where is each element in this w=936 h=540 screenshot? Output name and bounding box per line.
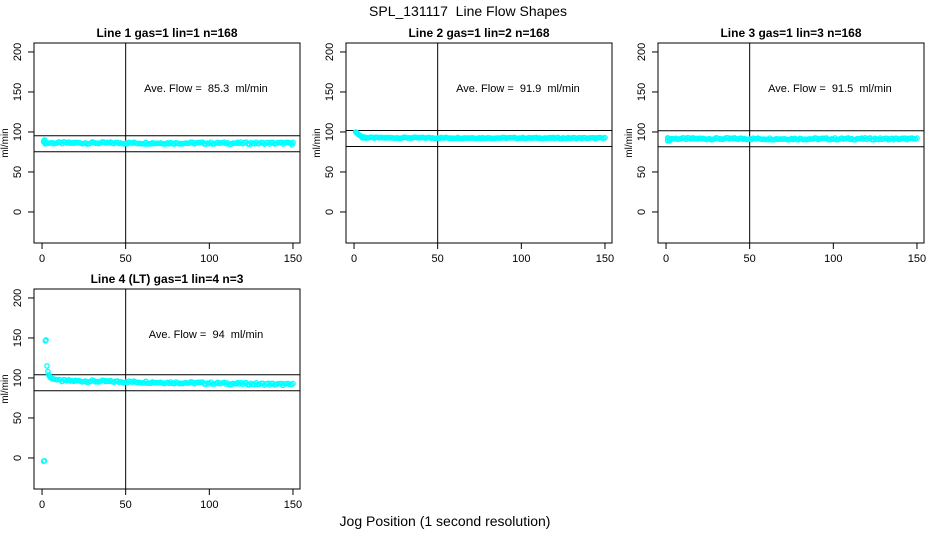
y-tick-label: 150 bbox=[12, 83, 24, 101]
y-tick-label: 150 bbox=[636, 83, 648, 101]
y-tick-label: 150 bbox=[324, 83, 336, 101]
x-tick-label: 150 bbox=[908, 253, 926, 265]
y-axis-label: ml/min bbox=[624, 128, 635, 157]
plot-box bbox=[657, 42, 925, 244]
plot-canvas-line-2: 0 50 100 150 0 50 100 150 200 ml/min Ave. Flow = 9… bbox=[312, 42, 614, 265]
x-tick-label: 0 bbox=[663, 253, 669, 265]
subplot-title: Line 3 gas=1 lin=3 n=168 bbox=[720, 26, 862, 40]
y-tick-label: 150 bbox=[12, 329, 24, 347]
y-tick-label: 0 bbox=[12, 455, 24, 461]
y-tick-label: 50 bbox=[324, 166, 336, 178]
y-tick-label: 50 bbox=[12, 166, 24, 178]
subplot-line-1: Line 1 gas=1 lin=1 n=168 0 50 100 150 0 50 100… bbox=[0, 26, 312, 271]
plot-box bbox=[345, 42, 613, 244]
data-points bbox=[664, 134, 920, 144]
y-tick-label: 200 bbox=[636, 43, 648, 61]
y-tick-label: 200 bbox=[12, 289, 24, 307]
subplot-line-3: Line 3 gas=1 lin=3 n=168 0 50 100 150 0 50 100… bbox=[624, 26, 936, 271]
data-point bbox=[45, 368, 51, 375]
x-tick-label: 0 bbox=[39, 253, 45, 265]
data-points bbox=[352, 129, 608, 142]
plot-canvas-line-1: 0 50 100 150 0 50 100 150 200 ml/min Ave. Flow = 8… bbox=[0, 42, 302, 265]
plot-box bbox=[33, 42, 301, 244]
y-tick-label: 50 bbox=[12, 412, 24, 424]
x-tick-label: 50 bbox=[432, 253, 444, 265]
plot-box bbox=[33, 288, 301, 490]
y-tick-label: 100 bbox=[636, 123, 648, 141]
data-point bbox=[290, 139, 296, 146]
x-tick-label: 100 bbox=[824, 253, 842, 265]
data-point bbox=[41, 457, 48, 464]
figure-title: SPL_131117 Line Flow Shapes bbox=[369, 3, 567, 19]
y-axis-label: ml/min bbox=[0, 374, 11, 403]
x-tick-label: 150 bbox=[596, 253, 614, 265]
y-tick-label: 200 bbox=[324, 43, 336, 61]
data-point bbox=[290, 380, 296, 387]
y-axis-label: ml/min bbox=[312, 128, 323, 157]
y-tick-label: 100 bbox=[12, 123, 24, 141]
subplot-title: Line 1 gas=1 lin=1 n=168 bbox=[96, 26, 238, 40]
subplot-line-2: Line 2 gas=1 lin=2 n=168 0 50 100 150 0 50 100… bbox=[312, 26, 624, 271]
y-tick-label: 0 bbox=[324, 209, 336, 215]
x-tick-label: 150 bbox=[284, 499, 302, 511]
ave-flow-annotation: Ave. Flow = 94 ml/min bbox=[149, 329, 263, 341]
plot-canvas-line-4: 0 50 100 150 0 50 100 150 200 ml/min Ave. Flow = 9… bbox=[0, 288, 302, 511]
data-point bbox=[602, 134, 608, 141]
x-tick-label: 50 bbox=[744, 253, 756, 265]
data-point bbox=[44, 363, 50, 369]
plot-canvas-line-3: 0 50 100 150 0 50 100 150 200 ml/min Ave. Flow = 9… bbox=[624, 42, 926, 265]
data-point bbox=[914, 135, 920, 141]
subplot-title: Line 2 gas=1 lin=2 n=168 bbox=[408, 26, 550, 40]
x-tick-label: 0 bbox=[351, 253, 357, 265]
ave-flow-annotation: Ave. Flow = 85.3 ml/min bbox=[144, 83, 268, 95]
x-tick-label: 150 bbox=[284, 253, 302, 265]
y-tick-label: 100 bbox=[324, 123, 336, 141]
x-tick-label: 0 bbox=[39, 499, 45, 511]
y-tick-label: 0 bbox=[12, 209, 24, 215]
y-tick-label: 0 bbox=[636, 209, 648, 215]
data-points bbox=[40, 137, 296, 148]
x-tick-label: 50 bbox=[120, 499, 132, 511]
data-point bbox=[43, 337, 49, 343]
x-axis-label: Jog Position (1 second resolution) bbox=[339, 513, 551, 529]
subplot-title: Line 4 (LT) gas=1 lin=4 n=3 bbox=[90, 272, 244, 286]
x-tick-label: 50 bbox=[120, 253, 132, 265]
x-tick-label: 100 bbox=[512, 253, 530, 265]
ave-flow-annotation: Ave. Flow = 91.9 ml/min bbox=[456, 83, 580, 95]
subplot-line-4: Line 4 (LT) gas=1 lin=4 n=3 0 50 100 150 0 50… bbox=[0, 272, 312, 517]
y-tick-label: 200 bbox=[12, 43, 24, 61]
x-tick-label: 100 bbox=[200, 499, 218, 511]
data-points bbox=[40, 337, 296, 465]
y-tick-label: 50 bbox=[636, 166, 648, 178]
y-tick-label: 100 bbox=[12, 369, 24, 387]
y-axis-label: ml/min bbox=[0, 128, 11, 157]
ave-flow-annotation: Ave. Flow = 91.5 ml/min bbox=[768, 83, 892, 95]
x-tick-label: 100 bbox=[200, 253, 218, 265]
